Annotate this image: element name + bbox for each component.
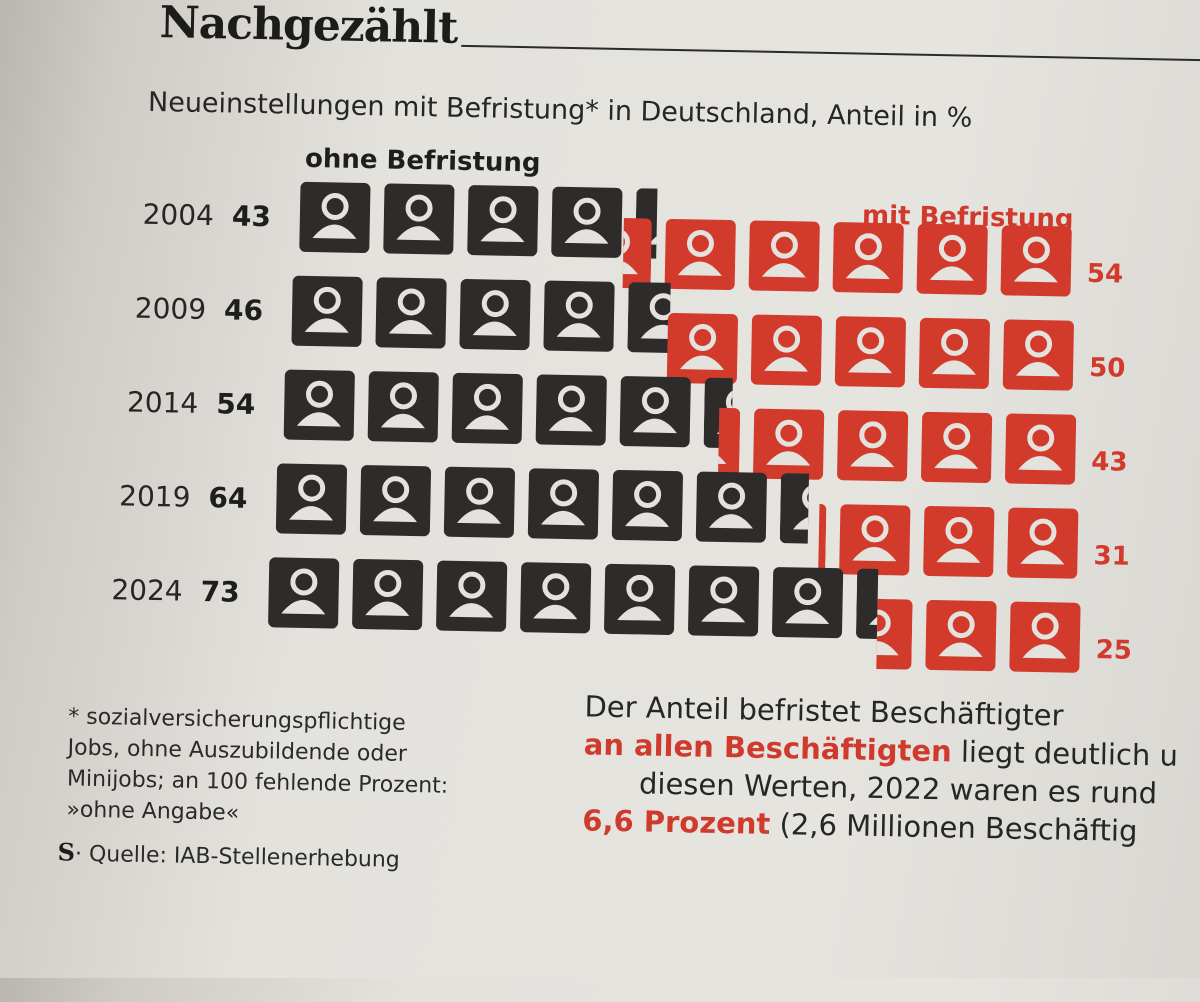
mit-icon [748,220,820,292]
side-text-rest: (2,6 Millionen Beschäftig [770,806,1138,848]
side-text-highlight: an allen Beschäftigten [583,727,953,769]
publisher-logo: S [57,837,76,867]
mit-icon [837,410,909,482]
mit-value-label: 50 [1089,353,1126,384]
source-text: Quelle: IAB-Stellenerhebung [88,841,401,873]
mit-icon [753,408,825,480]
mit-icon [1009,601,1081,673]
ohne-icon [352,559,424,631]
ohne-icon [367,371,439,443]
mit-icon [1002,319,1074,391]
ohne-icon [619,376,691,448]
mit-icon [832,222,904,294]
ohne-icon [611,469,683,542]
chart-row-2024: 2024 73 25 [111,557,1132,673]
chart-row-2004: 2004 43 54 [142,181,1124,297]
mit-icon-partial [622,217,652,289]
mit-icon [839,504,911,576]
ohne-icon [299,181,371,254]
ohne-icon [772,567,844,639]
chart-row-2009: 2009 46 50 [135,275,1126,391]
chart-row-2014: 2014 54 43 [127,369,1128,485]
ohne-icon-partial [779,473,810,545]
ohne-icon [443,466,515,538]
mit-icon [918,317,990,389]
ohne-icon [359,465,432,537]
chart-row-2019: 2019 64 31 [119,463,1130,579]
year-label: 2024 [111,573,183,607]
mit-icon [664,218,736,291]
ohne-icon [688,565,760,637]
ohne-icon [375,277,447,349]
mit-icon [1005,413,1077,485]
mit-value-label: 31 [1093,541,1130,572]
mit-icon [666,312,738,385]
mit-icon [1007,507,1079,579]
ohne-icon [383,183,455,255]
ohne-value-label: 43 [232,199,272,233]
source-line: S· Quelle: IAB-Stellenerhebung [57,837,401,873]
ohne-icon [275,463,348,535]
ohne-icon [451,372,523,444]
ohne-icon [543,280,615,352]
mit-value-label: 54 [1087,259,1124,290]
year-label: 2009 [135,292,207,326]
ohne-icon-partial [635,188,658,260]
mit-icon [925,600,997,672]
mit-icon [921,411,993,483]
ohne-icon [527,468,599,540]
ohne-icon [520,562,592,634]
side-text: Der Anteil befristet Beschäftigter an al… [582,687,1200,851]
year-label: 2014 [127,386,199,420]
pictogram-chart: 2004 43 54 2009 46 50 2014 54 43 2019 64 31 2024 73 25 [111,181,1132,673]
ohne-icon [459,279,531,351]
mit-icon [916,223,988,295]
ohne-icon [467,185,539,257]
side-text-highlight: 6,6 Prozent [582,803,771,841]
ohne-icon [268,557,340,629]
ohne-icon-partial [627,282,671,354]
year-label: 2019 [119,479,191,513]
ohne-value-label: 73 [200,575,240,609]
mit-value-label: 43 [1091,447,1128,478]
ohne-icon [283,369,355,441]
ohne-icon [604,563,676,635]
ohne-icon [695,471,767,543]
ohne-icon [291,275,363,347]
year-label: 2004 [142,198,214,232]
ohne-icon [436,560,508,632]
ohne-icon-partial [856,568,879,640]
mit-icon [834,316,906,388]
mit-icon [750,314,822,386]
ohne-icon [551,186,623,258]
footnote: * sozialversicherungspflichtige Jobs, oh… [66,701,528,834]
ohne-icon [535,374,607,446]
ohne-value-label: 46 [224,293,264,327]
mit-icon-partial [717,407,741,479]
mit-icon [923,505,995,578]
ohne-value-label: 64 [208,481,248,515]
side-text-rest: liegt deutlich u [951,734,1179,773]
mit-value-label: 25 [1095,635,1132,666]
ohne-value-label: 54 [216,387,256,421]
mit-icon [1000,225,1072,297]
